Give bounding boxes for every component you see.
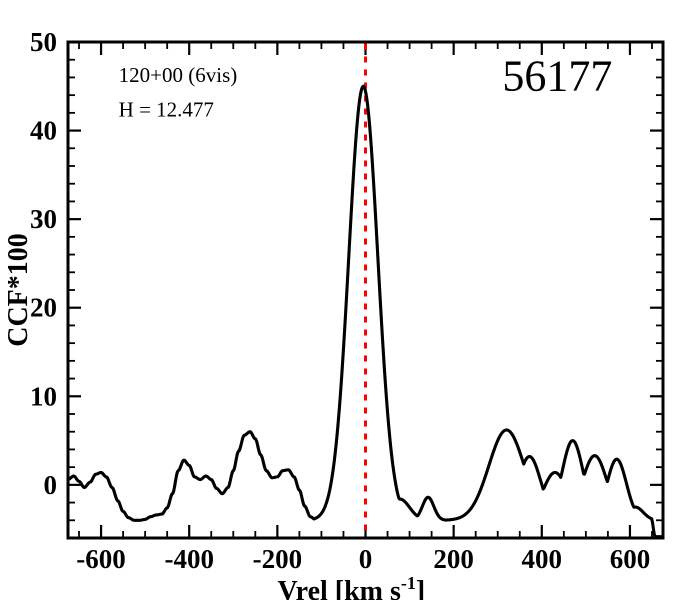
x-tick-label: 600 [610,544,651,574]
y-tick-label: 50 [30,27,57,57]
mjd-label-annotation: 56177 [502,52,612,101]
x-tick-label: 400 [522,544,563,574]
x-tick-labels: -600 -400 -200 0 200 400 600 [76,544,650,574]
x-tick-label: 0 [359,544,373,574]
field-label-annotation: 120+00 (6vis) [119,63,238,87]
ccf-data-curve [66,84,665,539]
y-tick-labels: 0 10 20 30 40 50 [30,27,57,500]
h-magnitude-annotation: H = 12.477 [119,97,214,121]
x-axis-title: Vrel [km s-1] [278,573,426,600]
y-tick-label: 20 [30,293,57,323]
x-tick-label: -400 [164,544,214,574]
y-tick-label: 40 [30,116,57,146]
y-tick-label: 30 [30,204,57,234]
y-axis-title: CCF*100 [3,233,34,347]
axes-frame [66,40,665,540]
x-tick-label: 200 [433,544,474,574]
major-tick-marks [68,40,663,538]
y-tick-label: 0 [44,470,58,500]
x-tick-label: -200 [253,544,303,574]
y-tick-label: 10 [30,381,57,411]
x-tick-label: -600 [76,544,126,574]
